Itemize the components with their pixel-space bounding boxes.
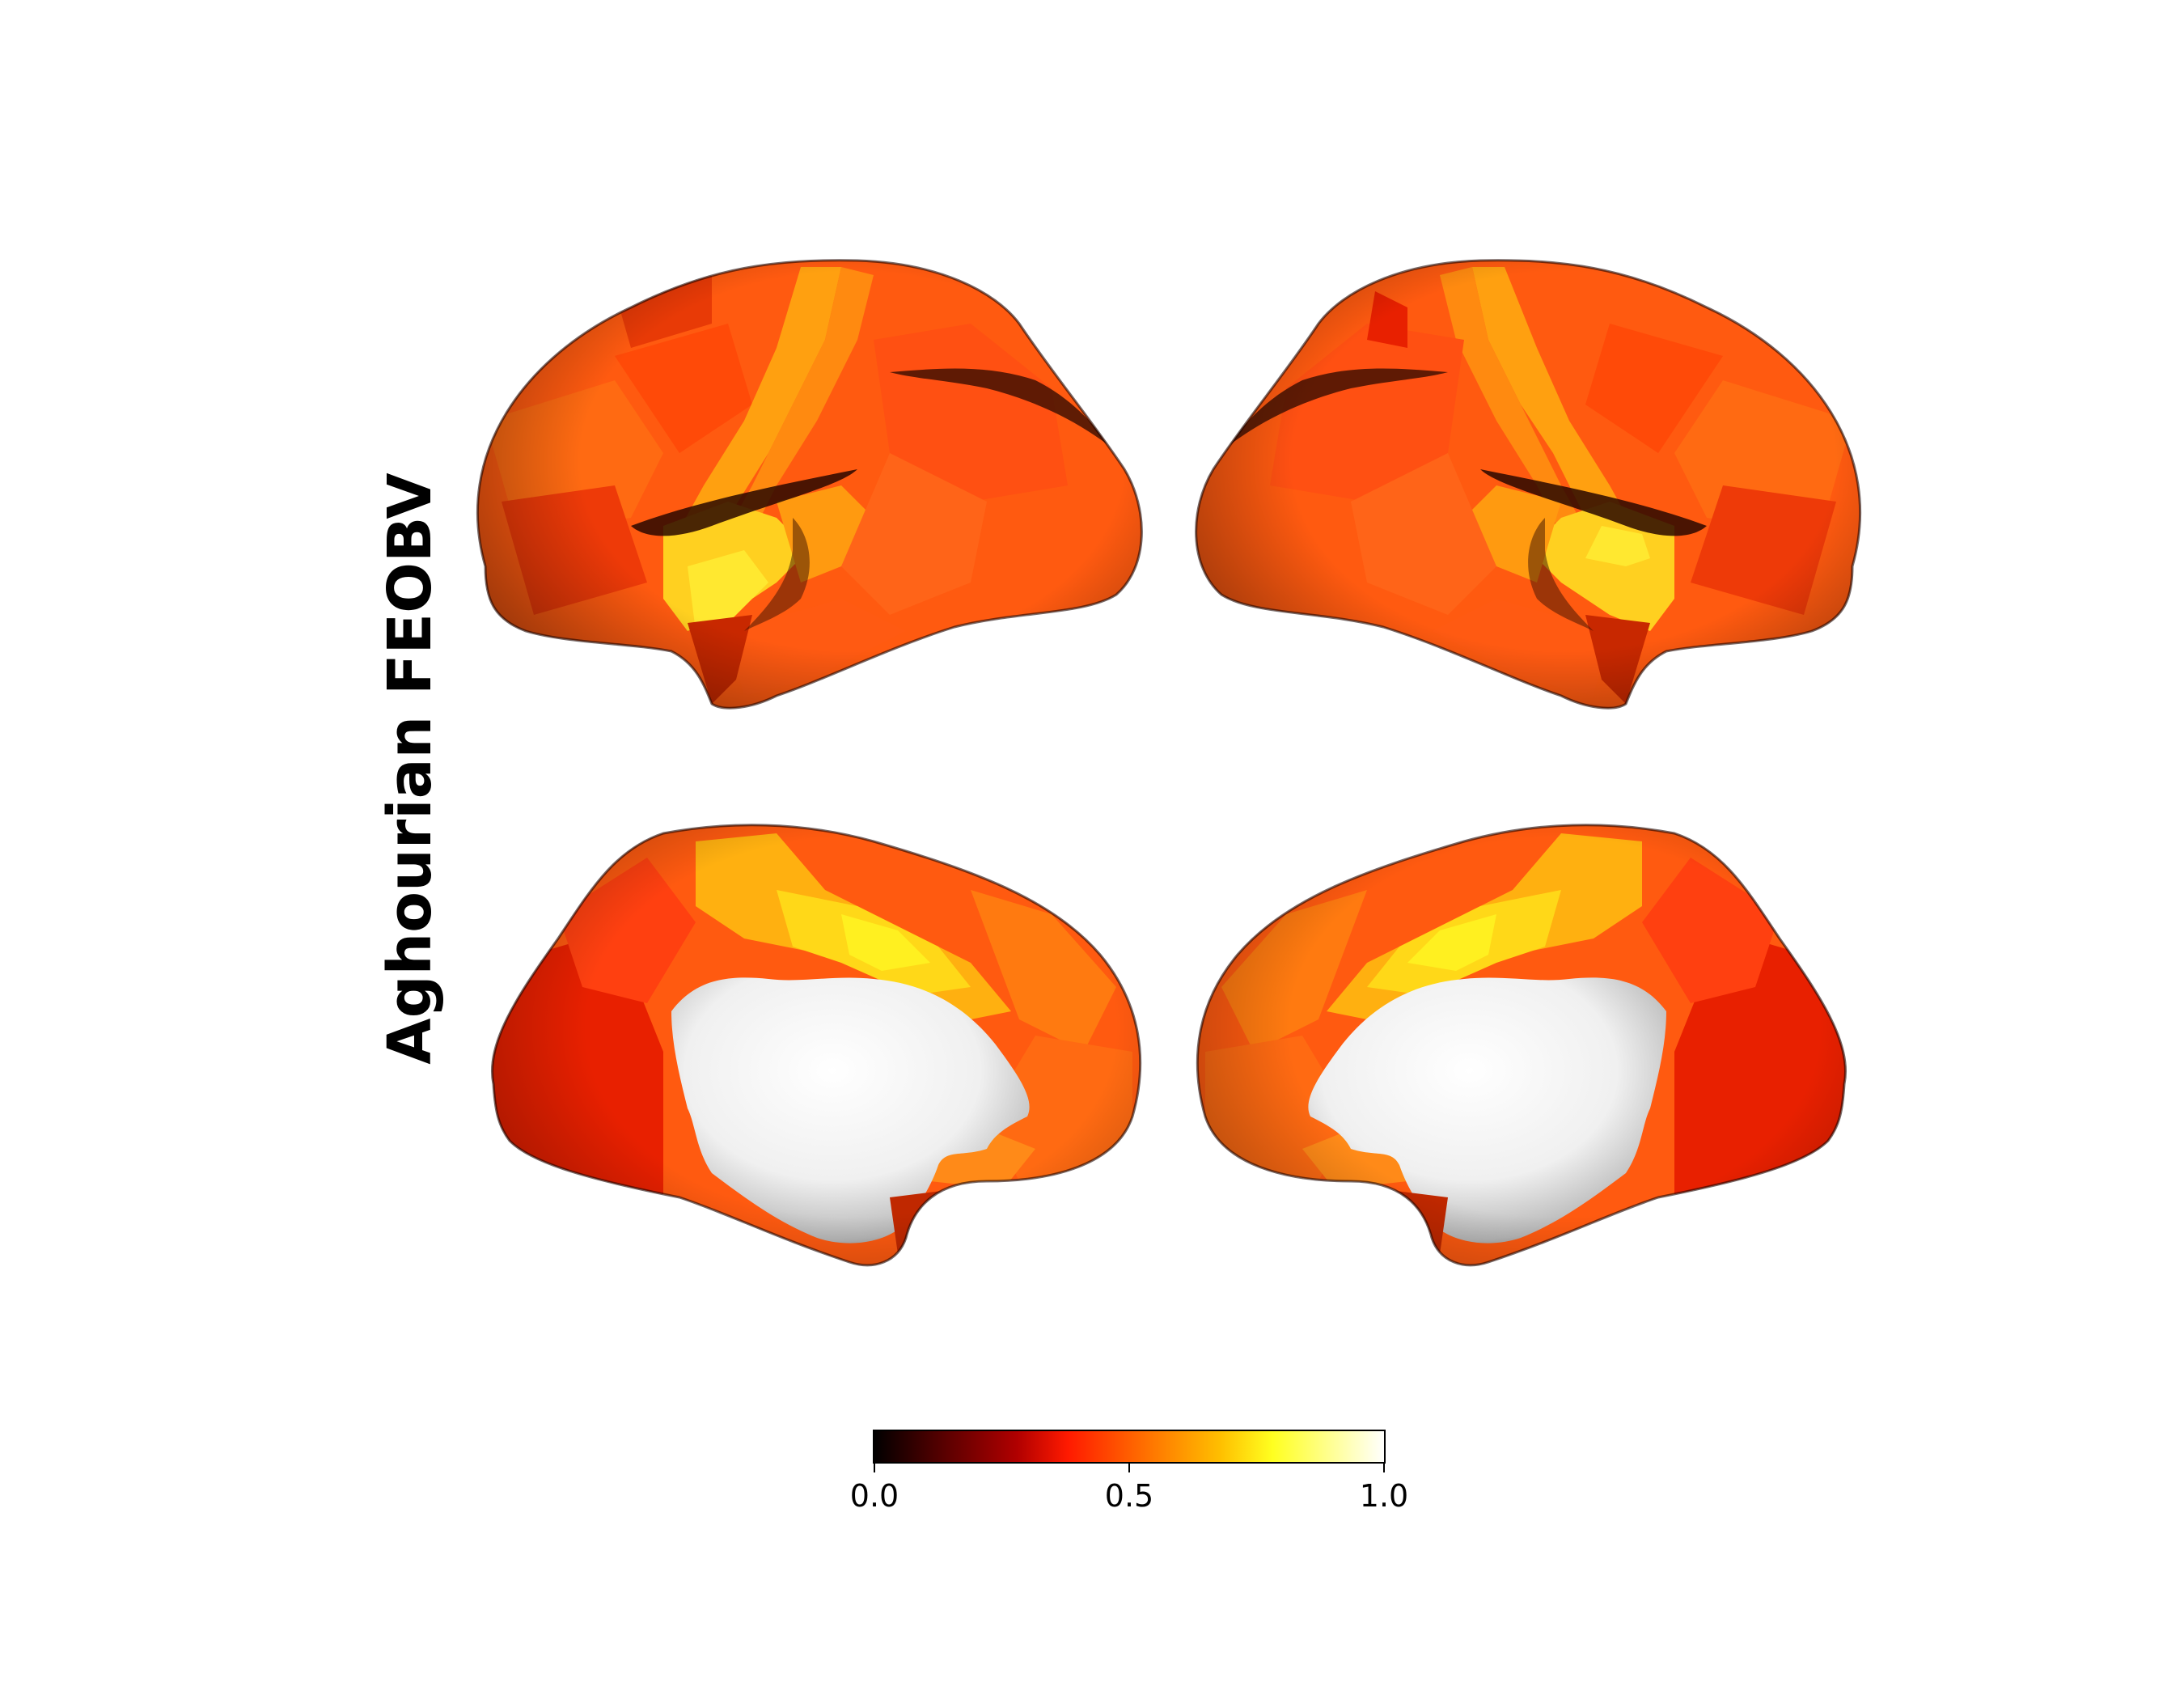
hemisphere-left-lateral bbox=[476, 259, 1143, 710]
hemisphere-right-medial bbox=[1196, 824, 1847, 1267]
figure-title: Aghourian FEOBV bbox=[375, 472, 445, 1064]
colorbar-tick-label-2: 1.0 bbox=[1360, 1478, 1408, 1514]
colorbar-tick-label-1: 0.5 bbox=[1105, 1478, 1153, 1514]
hemisphere-left-medial bbox=[491, 824, 1142, 1267]
colorbar-tick-label-0: 0.0 bbox=[850, 1478, 899, 1514]
colorbar: 0.0 0.5 1.0 bbox=[850, 1430, 1408, 1514]
colorbar-gradient bbox=[873, 1430, 1386, 1464]
hemisphere-right-lateral bbox=[1195, 259, 1861, 710]
